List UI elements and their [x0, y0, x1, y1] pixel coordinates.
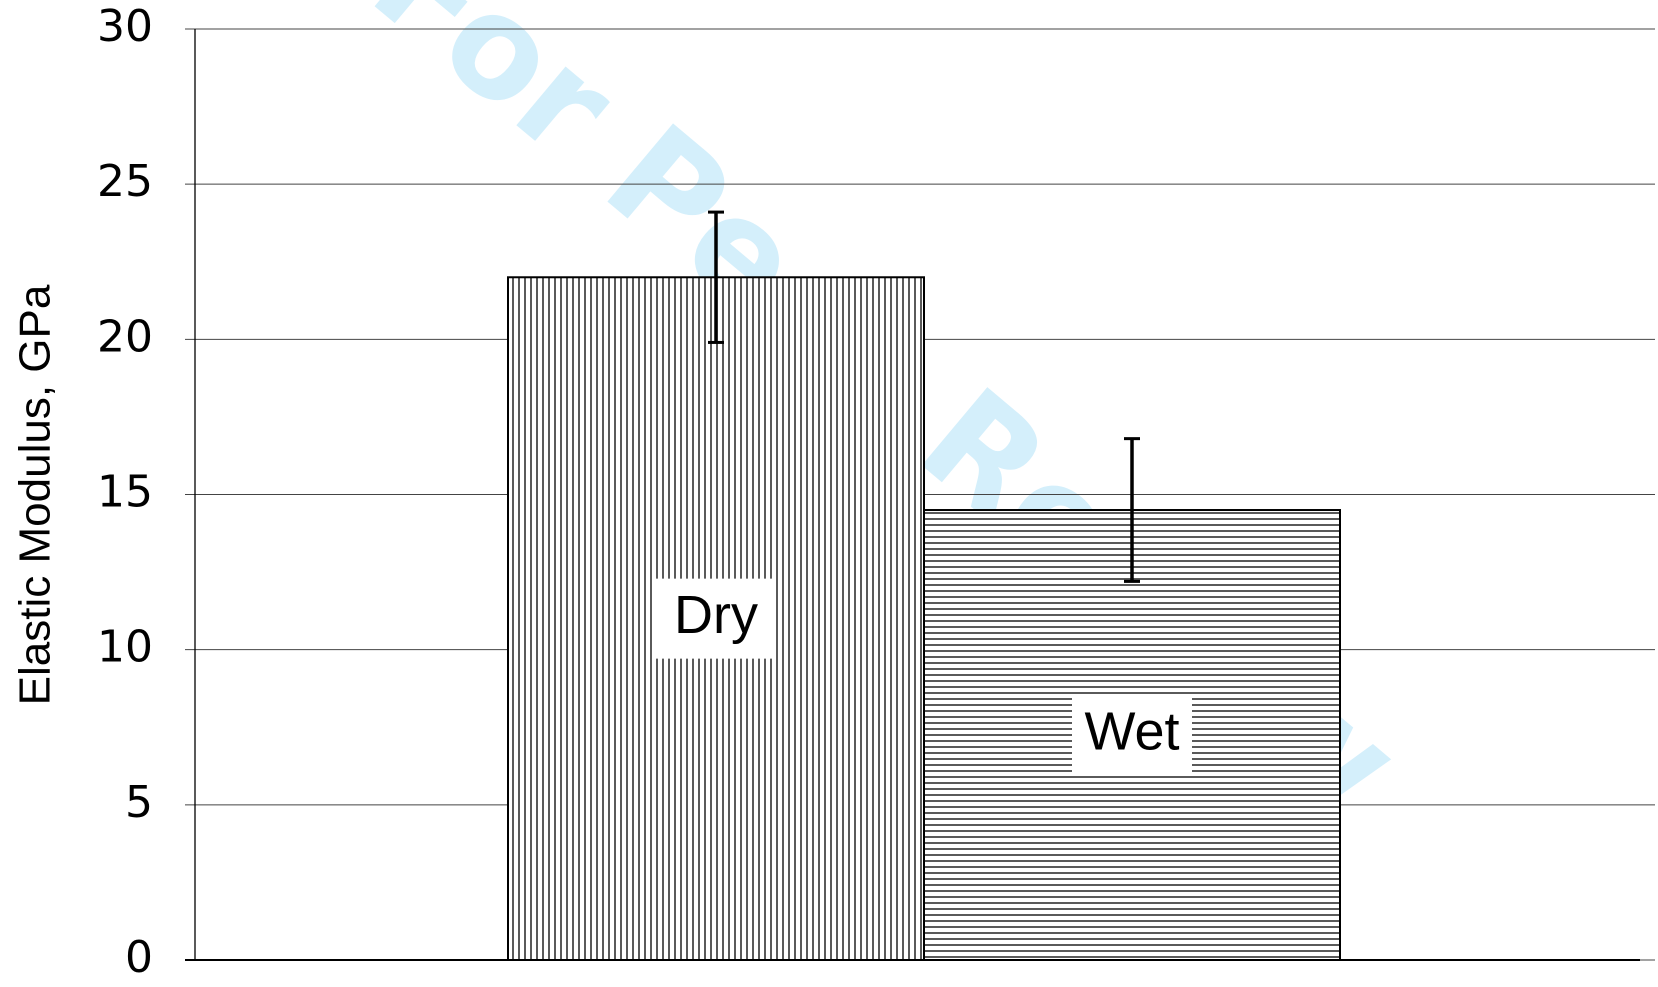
y-tick-label: 20 [97, 311, 153, 362]
y-tick-label: 0 [125, 932, 153, 983]
label-box [656, 578, 776, 659]
y-tick-label: 10 [97, 622, 153, 673]
y-axis-title: Elastic Modulus, GPa [11, 284, 60, 705]
y-tick-label: 30 [97, 1, 153, 52]
y-tick-label: 25 [97, 156, 153, 207]
label-box [1072, 695, 1192, 776]
category-label: Dry [674, 585, 758, 645]
y-tick-label: 15 [97, 467, 153, 518]
category-label: Wet [1084, 701, 1179, 761]
y-tick-label: 5 [125, 777, 153, 828]
